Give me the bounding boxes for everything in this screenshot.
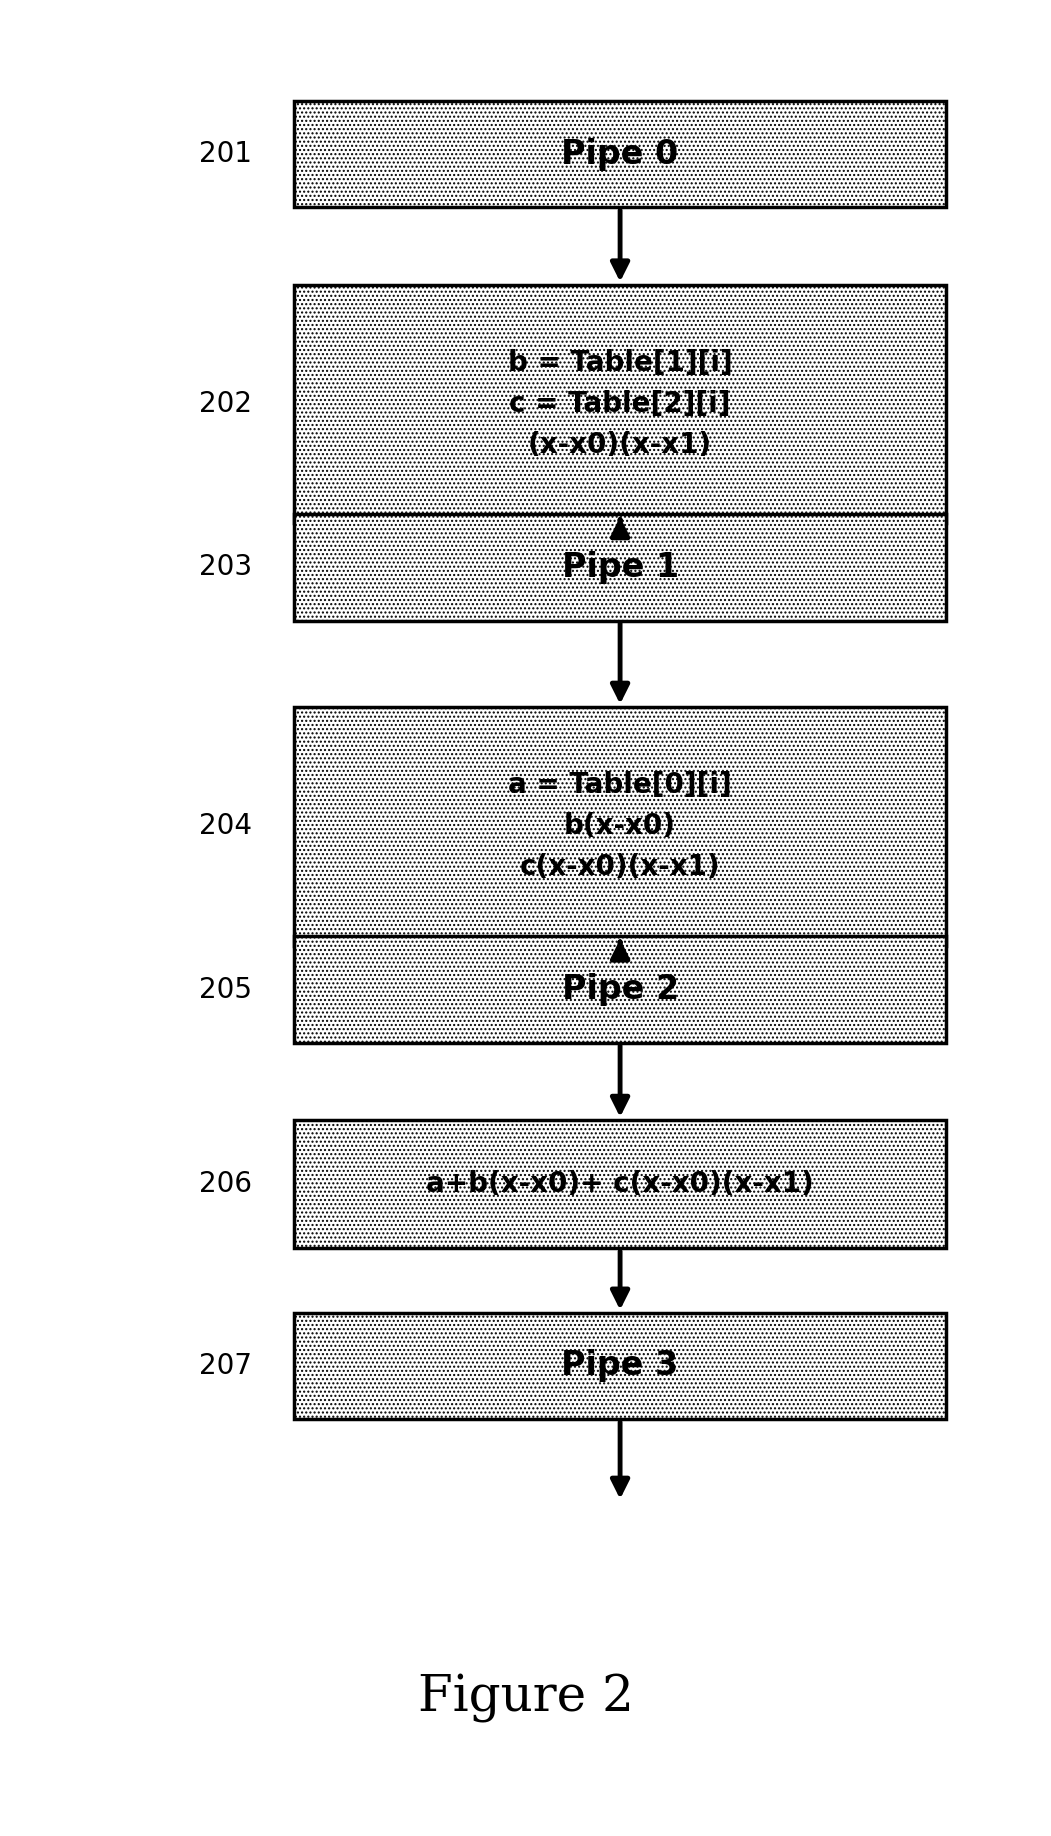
Text: Pipe 0: Pipe 0 (561, 138, 679, 171)
Text: 204: 204 (200, 812, 252, 841)
Text: Pipe 2: Pipe 2 (561, 973, 679, 1006)
Bar (294, 1313, 946, 1419)
Text: 202: 202 (200, 389, 252, 419)
Bar (294, 936, 946, 1043)
Text: 201: 201 (200, 140, 252, 169)
Text: Pipe 3: Pipe 3 (561, 1349, 679, 1383)
Bar (294, 101, 946, 207)
Bar (294, 285, 946, 523)
Text: Pipe 1: Pipe 1 (561, 551, 679, 584)
Bar (294, 707, 946, 946)
Text: a = Table[0][i]
b(x-x0)
c(x-x0)(x-x1): a = Table[0][i] b(x-x0) c(x-x0)(x-x1) (509, 771, 731, 881)
Text: b = Table[1][i]
c = Table[2][i]
(x-x0)(x-x1): b = Table[1][i] c = Table[2][i] (x-x0)(x… (508, 349, 733, 459)
Text: 203: 203 (199, 553, 252, 582)
Text: Figure 2: Figure 2 (417, 1674, 634, 1722)
Text: 206: 206 (200, 1170, 252, 1199)
Bar (294, 1120, 946, 1248)
Bar (294, 514, 946, 621)
Text: 207: 207 (200, 1351, 252, 1381)
Text: 205: 205 (200, 975, 252, 1004)
Text: a+b(x-x0)+ c(x-x0)(x-x1): a+b(x-x0)+ c(x-x0)(x-x1) (427, 1170, 813, 1199)
